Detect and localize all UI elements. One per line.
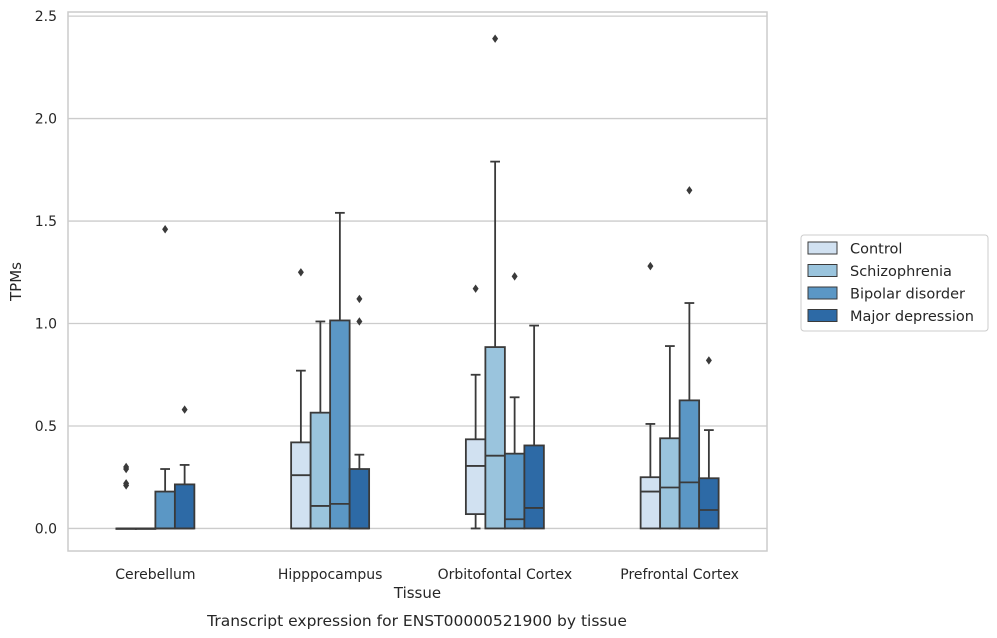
outlier-point [472, 284, 479, 293]
box-major-depression [698, 356, 720, 530]
x-tick-labels: Cerebellum Hipppocampus Orbitofontal Corte… [115, 567, 739, 583]
outlier-point [686, 186, 693, 195]
outlier-point [123, 479, 130, 488]
y-tick-labels: 0.0 0.5 1.0 1.5 2.0 2.5 [35, 9, 57, 537]
y-tick-label: 2.0 [35, 112, 57, 128]
box-major-depression [348, 294, 371, 530]
box-control [290, 268, 312, 530]
box-bipolar-disorder [329, 211, 351, 530]
legend-swatch [807, 241, 838, 255]
box-bipolar-disorder [503, 272, 526, 530]
box-body [639, 476, 662, 530]
x-tick-label: Cerebellum [115, 567, 195, 583]
box-schizophrenia [309, 320, 332, 530]
outlier-point [705, 356, 712, 365]
box-bipolar-disorder [154, 225, 176, 530]
box-body [678, 399, 701, 530]
box-schizophrenia [484, 34, 506, 530]
outlier-point [162, 225, 169, 234]
boxes [115, 34, 720, 530]
box-body [523, 444, 545, 530]
y-tick-label: 0.5 [35, 419, 57, 435]
box-control [115, 462, 137, 530]
box-body [503, 452, 526, 530]
legend-frame [800, 234, 989, 332]
legend: Control Schizophrenia Bipolar disorder Majo… [800, 234, 989, 332]
box-schizophrenia [659, 345, 681, 530]
box-schizophrenia [134, 527, 157, 530]
box-control [464, 284, 487, 530]
legend-label: Control [850, 242, 902, 258]
box-body [464, 438, 487, 516]
legend-label: Schizophrenia [850, 264, 952, 280]
chart-caption: Transcript expression for ENST0000052190… [206, 612, 627, 630]
y-tick-label: 2.5 [35, 9, 57, 25]
outlier-point [297, 268, 304, 277]
box-body [698, 477, 720, 530]
outlier-point [356, 294, 363, 304]
box-body [154, 490, 176, 530]
x-tick-label: Orbitofontal Cortex [438, 567, 573, 583]
y-tick-label: 1.0 [35, 317, 57, 333]
box-body [290, 441, 312, 530]
legend-label: Major depression [850, 309, 974, 325]
legend-label: Bipolar disorder [850, 287, 965, 303]
box-bipolar-disorder [678, 186, 701, 530]
outlier-point [647, 261, 654, 271]
box-body [309, 411, 332, 530]
legend-swatch [807, 309, 838, 322]
outlier-point [511, 272, 518, 281]
box-control [639, 261, 662, 530]
box-body [659, 437, 681, 530]
box-body [329, 319, 351, 530]
box-body [173, 483, 196, 530]
box-major-depression [173, 405, 196, 530]
outlier-point [181, 405, 188, 414]
outlier-point [123, 462, 130, 472]
outlier-point [492, 34, 499, 43]
plot-frame [67, 11, 768, 552]
legend-swatch [807, 264, 838, 277]
y-axis-label: TPMs [7, 262, 25, 302]
box-body [348, 468, 371, 530]
outlier-point [356, 317, 363, 326]
x-tick-label: Prefrontal Cortex [620, 567, 739, 583]
box-body [484, 346, 506, 530]
y-tick-label: 1.5 [35, 214, 57, 230]
legend-swatch [807, 286, 838, 300]
x-axis-label: Tissue [393, 584, 441, 602]
y-tick-label: 0.0 [35, 521, 57, 537]
x-tick-label: Hipppocampus [278, 567, 383, 583]
box-major-depression [523, 324, 545, 530]
